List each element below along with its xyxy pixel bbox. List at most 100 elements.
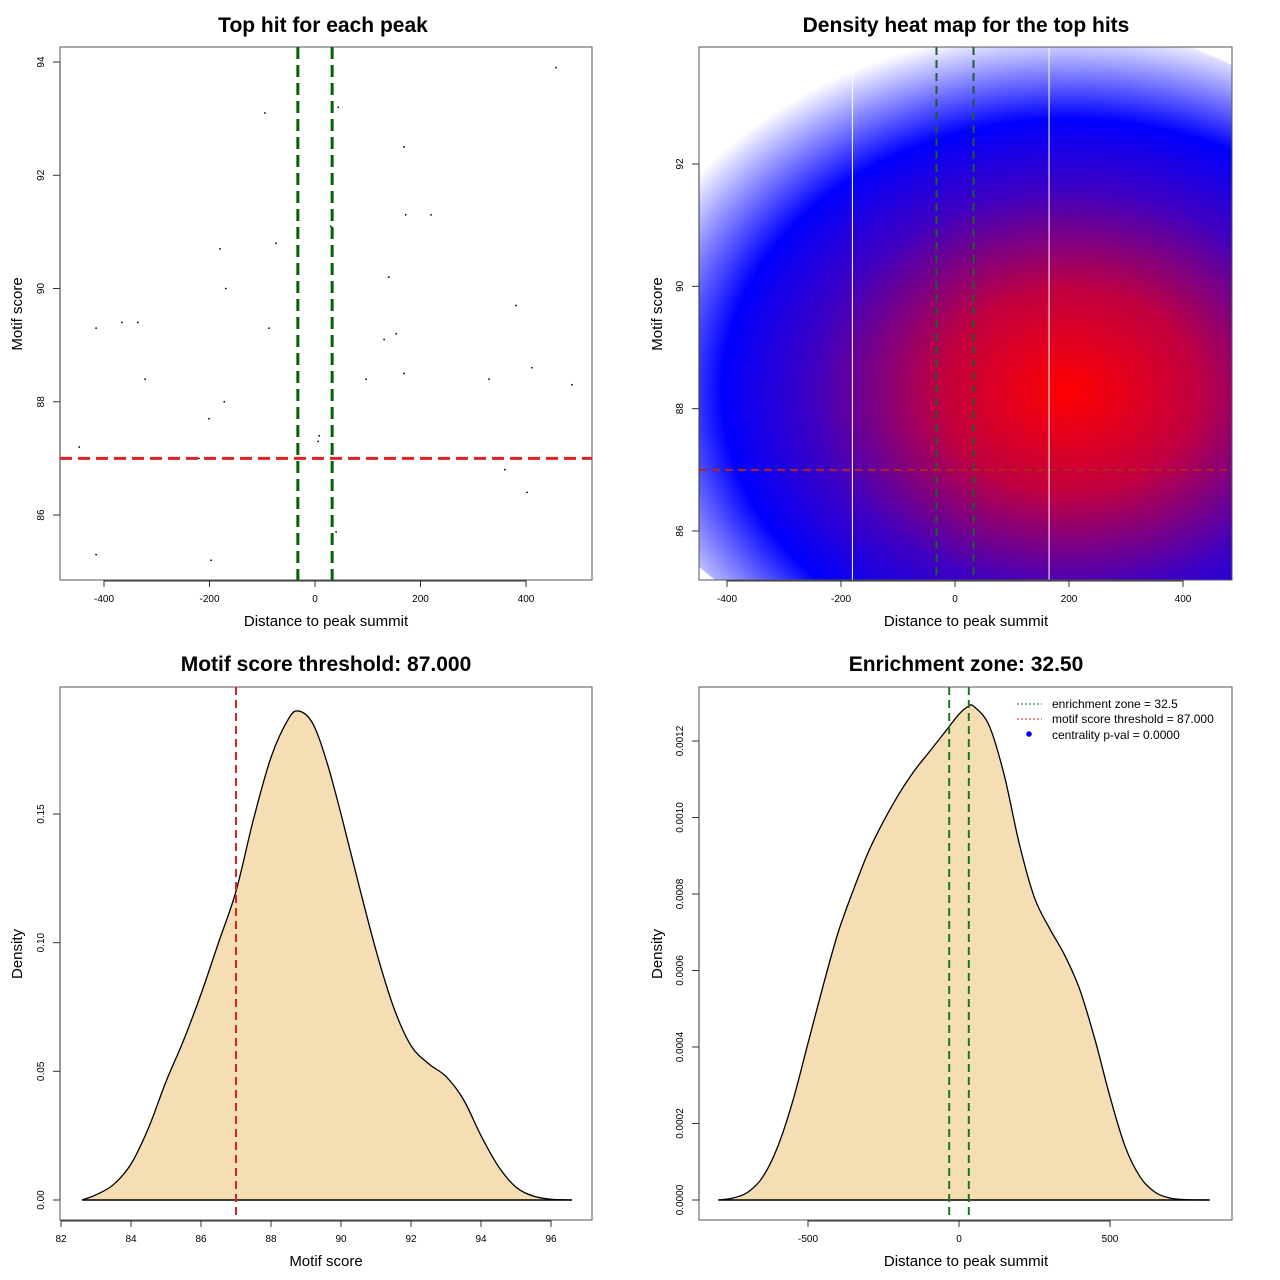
score-density-x-tick-label: 82 — [55, 1234, 67, 1245]
scatter-point — [95, 553, 97, 556]
heatmap-x-tick-label: 400 — [1175, 594, 1192, 605]
distance-density-xlabel: Distance to peak summit — [884, 1253, 1049, 1270]
score-density-x-tick-label: 96 — [545, 1234, 557, 1245]
distance-density-curve — [718, 687, 1210, 1220]
scatter-x-tick-label: 0 — [312, 594, 318, 605]
distance-density-title: Enrichment zone: 32.50 — [849, 653, 1084, 676]
heatmap-y-tick-label: 88 — [675, 403, 686, 415]
score-density-y-tick-label: 0.00 — [36, 1190, 47, 1210]
scatter-title: Top hit for each peak — [218, 14, 428, 37]
scatter-point — [210, 559, 212, 562]
scatter-y-tick-label: 88 — [36, 396, 47, 408]
scatter-y-tick-label: 92 — [36, 169, 47, 181]
scatter-point — [317, 440, 320, 443]
distance-density-ylabel: Density — [649, 928, 666, 979]
scatter-x-tick-label: 200 — [412, 594, 429, 605]
score-density-area — [82, 710, 572, 1200]
scatter-x-tick-label: -400 — [94, 594, 114, 605]
heatmap-ylabel: Motif score — [649, 277, 666, 350]
heatmap-x-tick-label: 0 — [952, 594, 958, 605]
heatmap-title: Density heat map for the top hits — [803, 14, 1130, 37]
scatter-point — [365, 378, 368, 380]
legend-pval-label: centrality p-val = 0.0000 — [1052, 728, 1180, 742]
legend-threshold-label: motif score threshold = 87.000 — [1052, 712, 1214, 726]
score-density-x-tick-label: 84 — [125, 1234, 137, 1245]
distance-density-area — [718, 704, 1210, 1200]
scatter-y-tick-label: 90 — [36, 283, 47, 295]
scatter-point — [570, 383, 573, 386]
scatter-point — [95, 327, 97, 330]
score-density-curve — [81, 687, 573, 1220]
scatter-point — [329, 225, 332, 228]
scatter-point — [263, 112, 266, 114]
scatter-points — [78, 66, 573, 562]
heatmap-y-tick-label: 90 — [675, 280, 686, 292]
score-density-x-tick-label: 90 — [335, 1234, 347, 1245]
score-density-panel: Motif score threshold: 87.000 82 84 86 88 90… — [9, 653, 593, 1270]
scatter-point — [530, 366, 533, 369]
scatter-point — [335, 531, 337, 533]
distance-density-y-tick-label: 0.0004 — [675, 1031, 686, 1062]
scatter-ylabel: Motif score — [9, 277, 26, 350]
scatter-point — [555, 66, 557, 69]
scatter-point — [488, 378, 490, 380]
score-density-line — [81, 710, 573, 1201]
scatter-point — [515, 304, 517, 307]
scatter-point — [383, 338, 386, 341]
heatmap-density-blob — [699, 47, 1232, 580]
scatter-point — [504, 468, 506, 471]
scatter-point — [403, 146, 406, 148]
score-density-ylabel: Density — [9, 928, 26, 979]
scatter-y-tick-label: 86 — [36, 509, 47, 521]
heatmap-x-tick-label: -200 — [831, 594, 851, 605]
score-density-y-tick-label: 0.10 — [36, 932, 47, 952]
scatter-point — [223, 400, 226, 403]
scatter-point — [224, 287, 227, 290]
score-density-x-tick-label: 94 — [475, 1234, 487, 1245]
scatter-x-tick-label: -200 — [199, 594, 219, 605]
scatter-point — [275, 242, 277, 245]
score-density-x-tick-label: 88 — [265, 1234, 277, 1245]
scatter-point — [268, 327, 271, 330]
heatmap-x-tick-label: -400 — [717, 594, 737, 605]
heatmap-reference-lines — [699, 47, 1232, 580]
heatmap-y-tick-label: 92 — [675, 158, 686, 170]
score-density-x-tick-label: 92 — [405, 1234, 417, 1245]
distance-density-x-tick-label: 0 — [956, 1234, 962, 1245]
distance-density-axes: -500 0 500 0.0000 0.0002 0.0004 0.0006 0.0008 0.… — [675, 725, 1119, 1245]
scatter-point — [395, 332, 398, 335]
scatter-point — [136, 321, 139, 324]
scatter-plot-frame — [59, 46, 593, 581]
scatter-point — [78, 446, 81, 448]
score-density-y-tick-label: 0.15 — [36, 804, 47, 824]
scatter-point — [318, 434, 321, 437]
scatter-point — [404, 213, 407, 216]
score-density-xlabel: Motif score — [289, 1253, 362, 1270]
score-density-axes: 82 84 86 88 90 92 94 96 0.00 0.05 0.10 0.15 — [36, 804, 557, 1245]
scatter-point — [198, 457, 200, 460]
scatter-point — [403, 372, 406, 375]
score-density-title: Motif score threshold: 87.000 — [181, 653, 472, 676]
scatter-point — [208, 417, 210, 420]
distance-density-line — [718, 704, 1210, 1201]
scatter-point — [430, 213, 432, 216]
heatmap-panel: Density heat map for the top hits -400 -2… — [649, 14, 1233, 630]
legend-pval-point-icon — [1026, 731, 1032, 737]
scatter-y-tick-label: 94 — [36, 56, 47, 68]
legend-enrichment-label: enrichment zone = 32.5 — [1052, 697, 1178, 711]
scatter-x-tick-label: 400 — [518, 594, 535, 605]
scatter-axes: -400 -200 0 200 400 86 88 90 92 94 — [36, 56, 535, 605]
score-density-x-tick-label: 86 — [195, 1234, 207, 1245]
heatmap-axes: -400 -200 0 200 400 86 88 90 92 — [675, 158, 1192, 605]
distance-density-y-tick-label: 0.0002 — [675, 1108, 686, 1139]
distance-density-panel: Enrichment zone: 32.50 -500 0 500 0.0000 0.0… — [649, 653, 1233, 1270]
distance-density-x-tick-label: 500 — [1102, 1234, 1119, 1245]
heatmap-y-tick-label: 86 — [675, 525, 686, 537]
distance-density-x-tick-label: -500 — [798, 1234, 818, 1245]
legend: enrichment zone = 32.5 motif score thres… — [1017, 697, 1214, 742]
scatter-panel: Top hit for each peak -400 -200 0 200 400 86 8… — [9, 14, 593, 630]
heatmap-raster — [699, 47, 1232, 580]
distance-density-y-tick-label: 0.0006 — [675, 955, 686, 986]
scatter-point — [337, 106, 340, 109]
distance-density-y-tick-label: 0.0010 — [675, 802, 686, 833]
